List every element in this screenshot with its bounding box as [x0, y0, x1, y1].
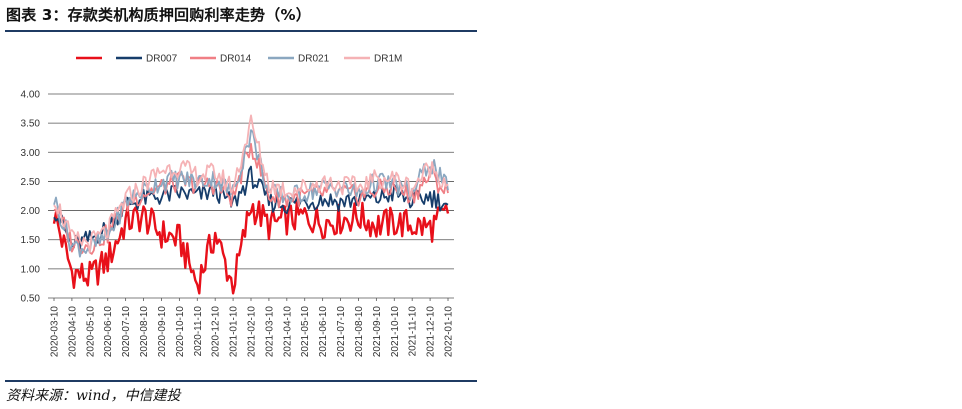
y-axis: 4.00 3.50 3.00 2.50 2.00 1.50 1.00 0.50	[21, 90, 41, 305]
x-tick-label: 2020-09-10	[157, 306, 168, 358]
y-tick-label: 0.50	[21, 294, 41, 305]
rate-line-chart: DR007 DR014 DR021 DR1M 4.00 3.50 3.00 2.50 2.00…	[21, 54, 455, 358]
x-tick-label: 2021-12-10	[426, 306, 437, 358]
legend-label: DR1M	[374, 54, 402, 65]
series-lines	[52, 114, 450, 295]
x-tick-label: 2021-09-10	[372, 306, 383, 358]
series-line-unlabeled	[52, 200, 450, 295]
legend: DR007 DR014 DR021 DR1M	[76, 54, 402, 65]
y-tick-label: 1.50	[21, 235, 41, 246]
series-line-dr021	[53, 129, 449, 258]
footer-divider	[5, 380, 477, 382]
x-axis: 2020-03-10 2020-04-10 2020-05-10 2020-06-10…	[50, 298, 455, 357]
source-note: 资料来源：wind，中信建投	[6, 388, 181, 404]
y-tick-label: 1.00	[21, 264, 41, 275]
x-tick-label: 2020-08-10	[139, 306, 150, 358]
x-tick-label: 2020-03-10	[50, 306, 61, 358]
x-tick-label: 2021-06-10	[318, 306, 329, 358]
y-tick-label: 4.00	[21, 90, 41, 101]
x-tick-label: 2022-01-10	[444, 306, 455, 358]
x-tick-label: 2021-03-10	[264, 306, 275, 358]
y-tick-label: 2.50	[21, 177, 41, 188]
title-divider	[5, 30, 477, 32]
x-tick-label: 2020-12-10	[211, 306, 222, 358]
x-tick-label: 2020-10-10	[175, 306, 186, 358]
x-tick-label: 2021-10-10	[390, 306, 401, 358]
x-tick-label: 2020-06-10	[103, 306, 114, 358]
legend-label: DR014	[220, 54, 252, 65]
series-line-dr1m	[53, 114, 449, 253]
x-tick-label: 2021-05-10	[300, 306, 311, 358]
legend-label: DR007	[146, 54, 178, 65]
y-tick-label: 3.50	[21, 119, 41, 130]
y-tick-label: 2.00	[21, 206, 41, 217]
x-tick-label: 2021-08-10	[354, 306, 365, 358]
x-tick-label: 2020-11-10	[193, 306, 204, 357]
x-tick-label: 2021-04-10	[282, 306, 293, 358]
x-tick-label: 2021-01-10	[229, 306, 240, 358]
page-title: 图表 3：存款类机构质押回购利率走势（%）	[6, 6, 311, 24]
x-tick-label: 2021-07-10	[336, 306, 347, 358]
x-tick-label: 2020-07-10	[121, 306, 132, 358]
legend-label: DR021	[298, 54, 330, 65]
x-tick-label: 2020-04-10	[67, 306, 78, 358]
x-tick-label: 2020-05-10	[85, 306, 96, 358]
x-tick-label: 2021-02-10	[247, 306, 258, 358]
x-tick-label: 2021-11-10	[408, 306, 419, 357]
y-tick-label: 3.00	[21, 148, 41, 159]
